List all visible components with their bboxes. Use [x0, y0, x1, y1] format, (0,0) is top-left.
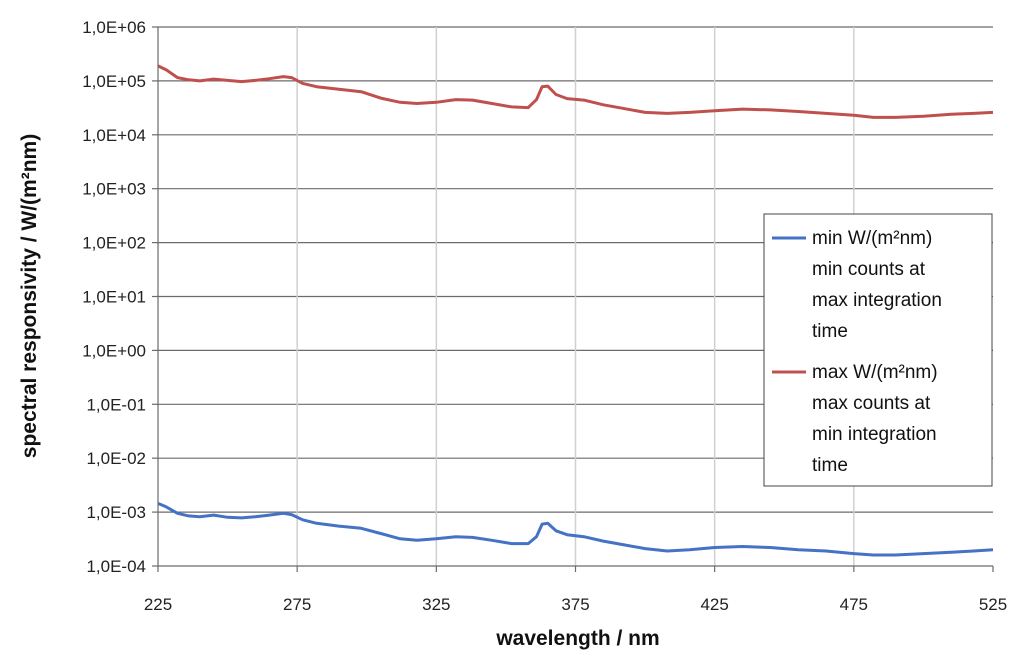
series-line-max — [157, 64, 994, 119]
x-tick-label: 375 — [561, 595, 589, 614]
y-tick-label: 1,0E+00 — [82, 341, 146, 360]
legend-entry-text: min counts at — [812, 259, 926, 280]
legend-entry-text: max counts at — [812, 393, 931, 414]
y-tick-label: 1,0E+02 — [82, 234, 146, 253]
grid — [158, 26, 993, 566]
y-tick-label: 1,0E+03 — [82, 180, 146, 199]
x-tick-labels: 225 275 325 375 425 475 525 — [144, 595, 1007, 614]
x-tick-label: 325 — [422, 595, 450, 614]
legend-entry-text: max integration — [812, 290, 942, 311]
x-tick-label: 525 — [979, 595, 1007, 614]
x-tick-label: 475 — [840, 595, 868, 614]
y-tick-label: 1,0E+06 — [82, 18, 146, 37]
x-tick-label: 425 — [700, 595, 728, 614]
legend-entry-text: time — [812, 455, 848, 476]
legend: min W/(m²nm) min counts at max integration… — [763, 213, 993, 487]
y-tick-label: 1,0E+01 — [82, 288, 146, 307]
y-tick-label: 1,0E-04 — [86, 557, 146, 576]
y-axis-title: spectral responsivity / W/(m²nm) — [18, 134, 41, 458]
legend-entry-text: min W/(m²nm) — [812, 228, 932, 249]
y-tick-label: 1,0E-02 — [86, 449, 146, 468]
y-tick-label: 1,0E+05 — [82, 72, 146, 91]
legend-entry-text: min integration — [812, 424, 937, 445]
y-tick-label: 1,0E-01 — [86, 395, 146, 414]
series-group — [157, 64, 994, 557]
axes — [152, 26, 994, 572]
x-tick-label: 225 — [144, 595, 172, 614]
y-tick-labels: 1,0E-04 1,0E-03 1,0E-02 1,0E-01 1,0E+00 1,0E+… — [82, 18, 146, 576]
y-tick-label: 1,0E-03 — [86, 503, 146, 522]
legend-box — [763, 213, 993, 487]
legend-entry-text: time — [812, 321, 848, 342]
x-axis-title: wavelength / nm — [495, 627, 659, 650]
series-line-min — [157, 502, 994, 557]
y-tick-label: 1,0E+04 — [82, 126, 146, 145]
x-tick-label: 275 — [283, 595, 311, 614]
legend-entry-text: max W/(m²nm) — [812, 362, 938, 383]
